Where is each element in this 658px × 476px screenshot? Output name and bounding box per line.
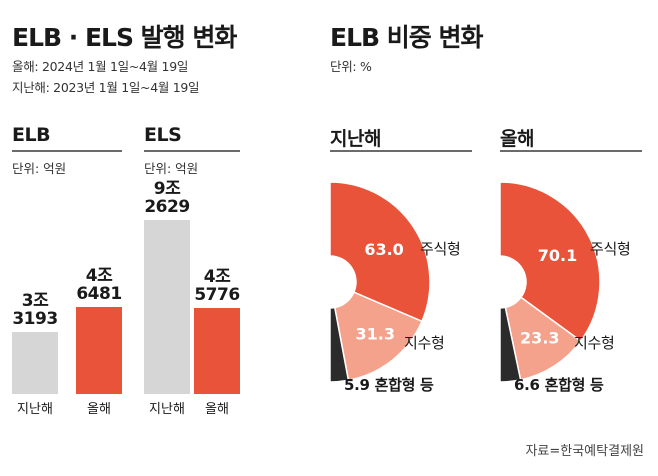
bar-els-0 bbox=[144, 220, 190, 394]
els-chart: ELS 단위: 억원 9조 2629 4조 5776 지난해 올해 bbox=[144, 120, 240, 420]
pie-last-year-rule bbox=[330, 150, 472, 152]
bar-els-1 bbox=[194, 308, 240, 394]
els-chart-title: ELS bbox=[144, 124, 182, 146]
period-last-year: 지난해: 2023년 1월 1일~4월 19일 bbox=[12, 80, 200, 95]
pie-value-label: 5.9 bbox=[344, 376, 375, 394]
elb-chart-title: ELB bbox=[12, 124, 51, 146]
els-bars: 9조 2629 4조 5776 bbox=[144, 180, 240, 394]
pie-last-year-title: 지난해 bbox=[330, 128, 381, 150]
pie-label-index: 지수형 bbox=[574, 334, 615, 352]
bar-value-label: 3조 3193 bbox=[12, 290, 58, 329]
els-unit: 단위: 억원 bbox=[144, 161, 199, 176]
bar-elb-0 bbox=[12, 331, 58, 394]
left-title: ELB · ELS 발행 변화 bbox=[12, 23, 237, 52]
bar-value-label: 4조 6481 bbox=[76, 265, 122, 304]
bar-value-label: 9조 2629 bbox=[144, 179, 190, 217]
els-categories: 지난해 올해 bbox=[144, 398, 240, 418]
pie-this-year-rule bbox=[500, 150, 642, 152]
elb-title-rule bbox=[12, 150, 122, 152]
pie-category-label: 혼합형 등 bbox=[544, 376, 604, 394]
els-title-rule bbox=[144, 150, 240, 152]
pie-value-label: 23.3 bbox=[520, 328, 559, 347]
pie-value-label: 63.0 bbox=[364, 240, 403, 259]
period-this-year: 올해: 2024년 1월 1일~4월 19일 bbox=[12, 59, 189, 74]
pie-slice-2 bbox=[500, 306, 522, 382]
bar-category-label: 지난해 bbox=[17, 402, 53, 417]
pie-category-label: 혼합형 등 bbox=[374, 376, 434, 394]
elb-unit: 단위: 억원 bbox=[12, 161, 67, 176]
bar-category-label: 지난해 bbox=[149, 402, 185, 417]
bar-category-label: 올해 bbox=[205, 402, 229, 417]
pie-slice-2 bbox=[330, 306, 350, 382]
bar-value-label: 4조 5776 bbox=[194, 267, 240, 305]
pie-slice-0 bbox=[500, 182, 601, 343]
elb-chart: ELB 단위: 억원 3조 3193 4조 6481 지난해 올해 bbox=[12, 120, 122, 420]
right-unit: 단위: % bbox=[330, 59, 372, 74]
pie-label-stock: 주식형 bbox=[590, 240, 631, 258]
bar-elb-1 bbox=[76, 306, 122, 394]
pie-label-stock: 주식형 bbox=[420, 240, 461, 258]
pie-value-label: 70.1 bbox=[538, 246, 577, 265]
pie-value-label: 31.3 bbox=[356, 324, 395, 343]
pie-label-index: 지수형 bbox=[404, 334, 445, 352]
elb-categories: 지난해 올해 bbox=[12, 398, 122, 418]
pie-slice-0 bbox=[330, 182, 431, 323]
pie-last-year-svg: 63.0 31.3 bbox=[330, 182, 431, 382]
pie-label-mixed: 5.9 혼합형 등 bbox=[344, 374, 434, 395]
right-title: ELB 비중 변화 bbox=[330, 23, 483, 52]
elb-bars: 3조 3193 4조 6481 bbox=[12, 180, 122, 394]
pie-this-year-svg: 70.1 23.3 bbox=[500, 182, 601, 382]
pie-value-label: 6.6 bbox=[514, 376, 545, 394]
pie-this-year-title: 올해 bbox=[500, 128, 534, 150]
source-note: 자료=한국예탁결제원 bbox=[525, 444, 644, 459]
pie-label-mixed: 6.6 혼합형 등 bbox=[514, 374, 604, 395]
pie-slice-1 bbox=[333, 291, 423, 382]
bar-category-label: 올해 bbox=[87, 402, 111, 417]
